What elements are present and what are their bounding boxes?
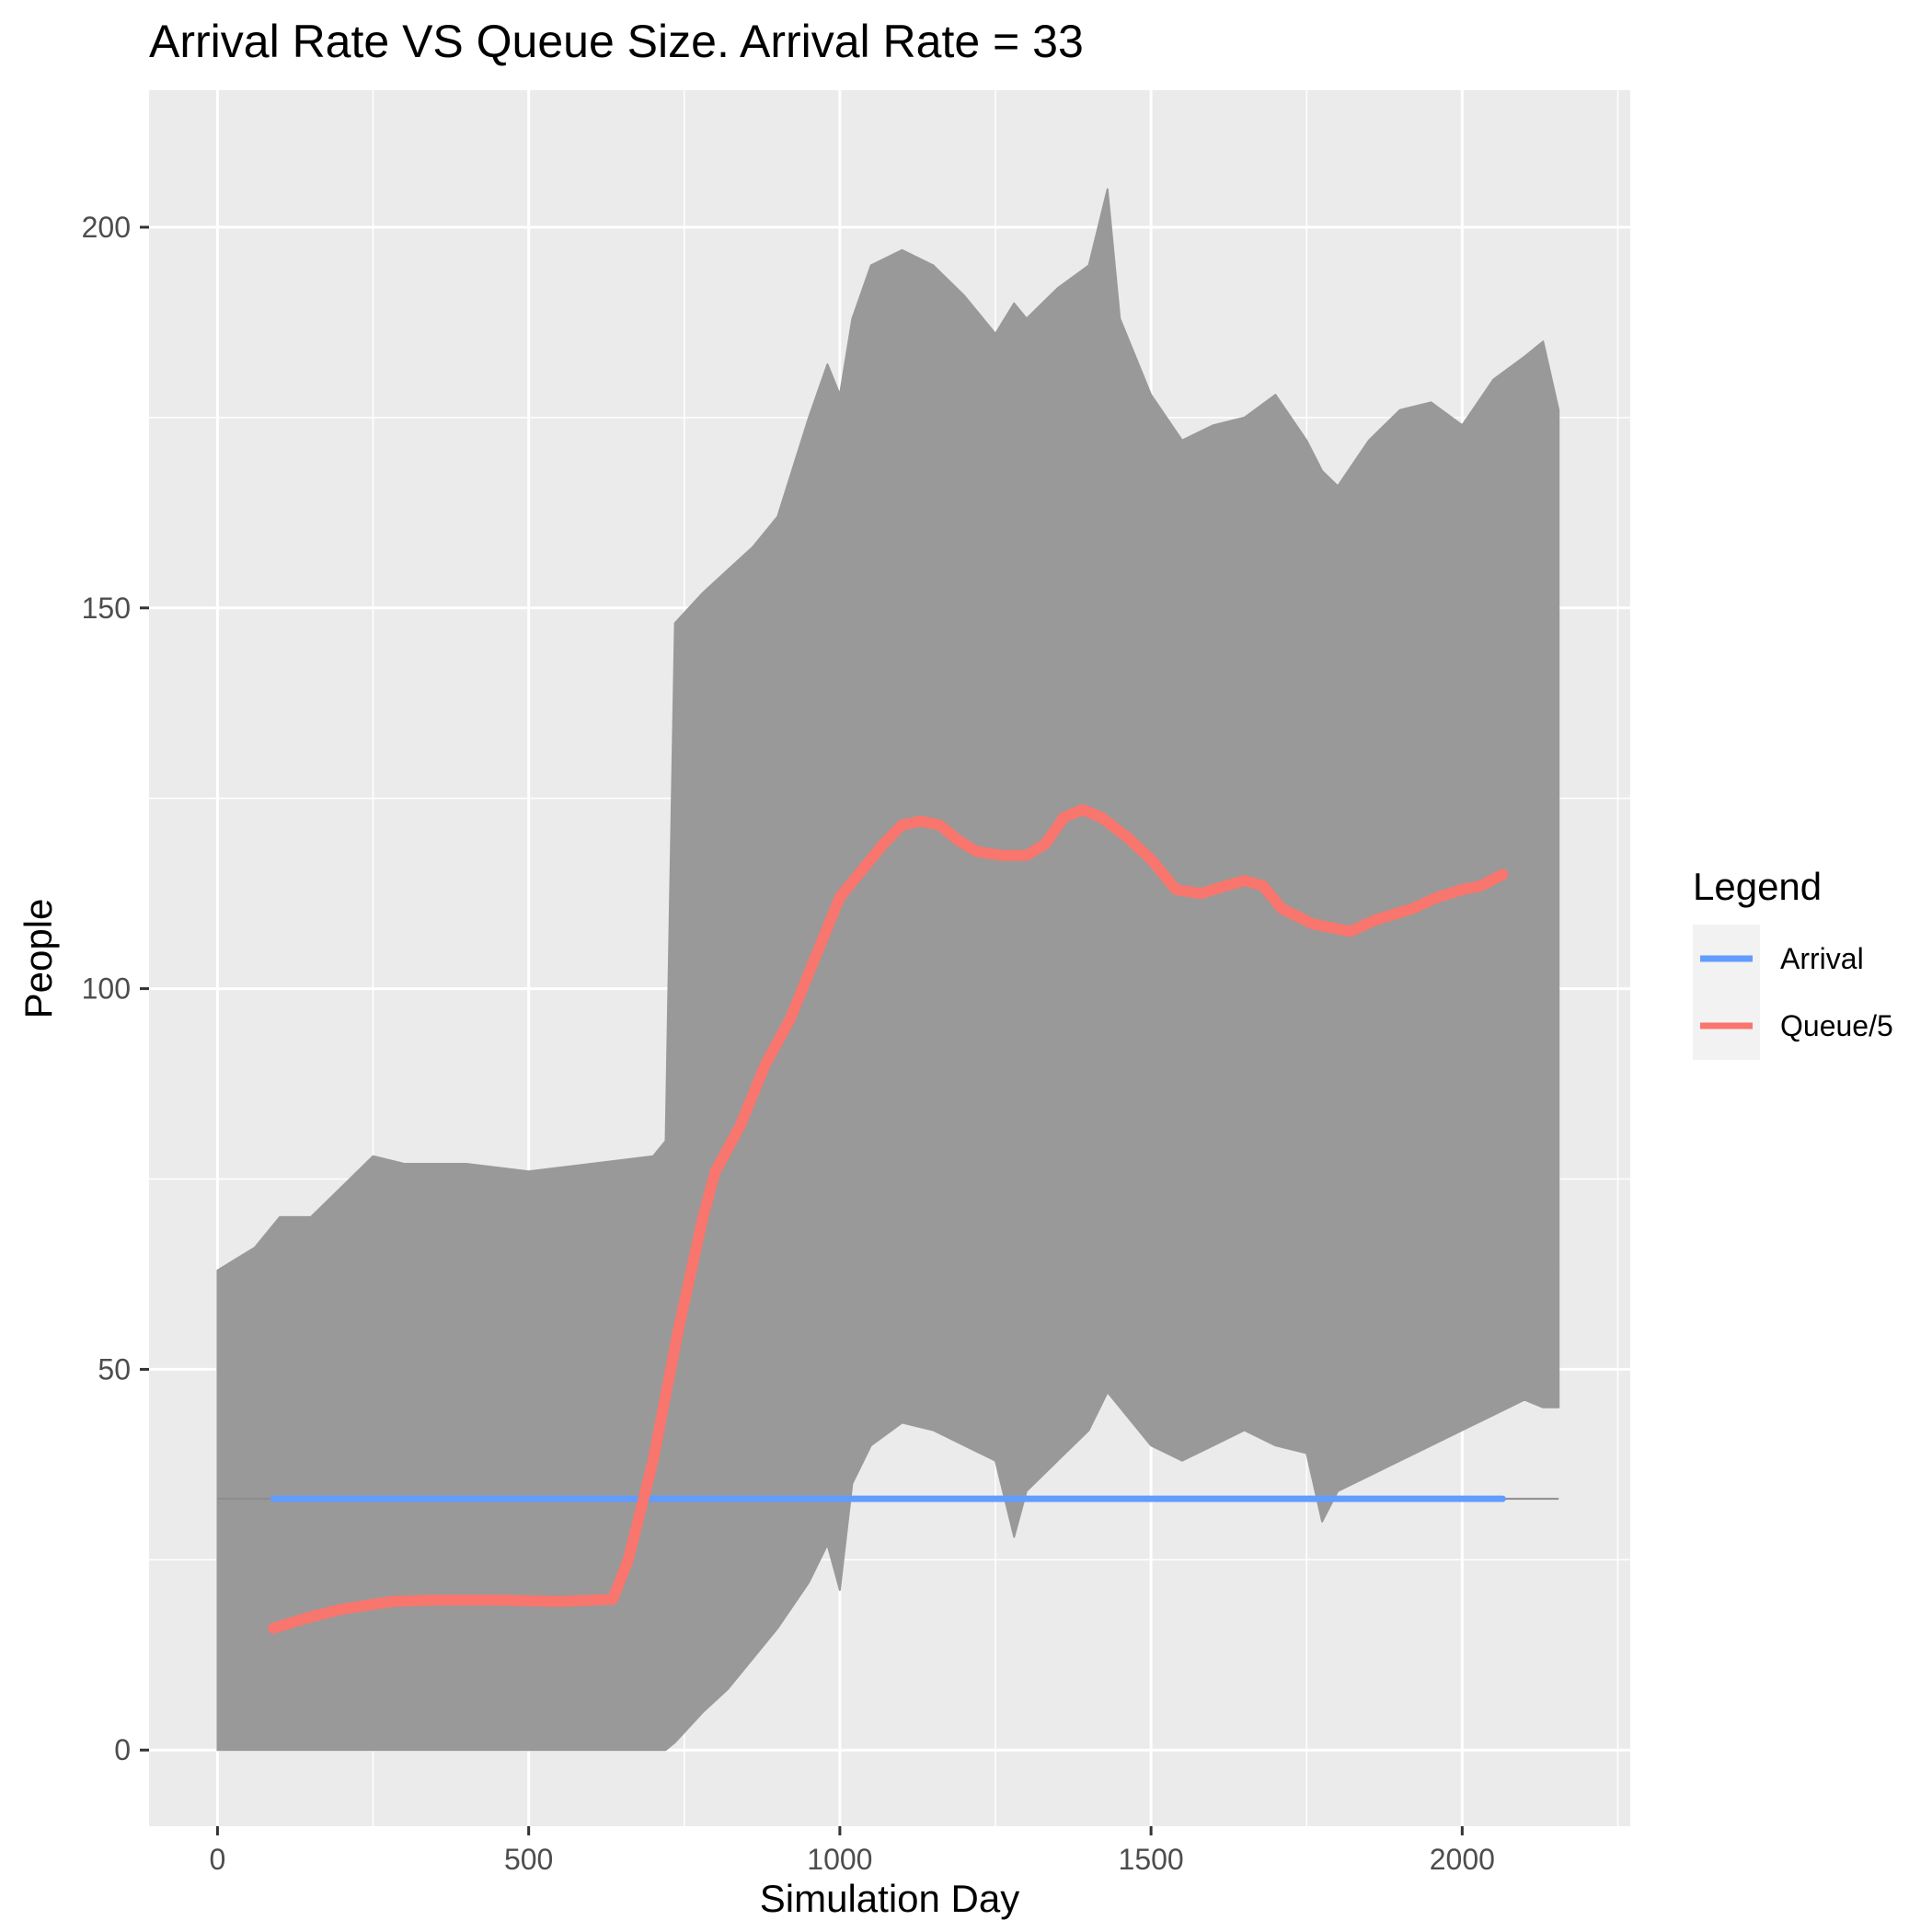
x-axis: 0 500 1000 1500 2000: [210, 1826, 1495, 1876]
chart-title: Arrival Rate VS Queue Size. Arrival Rate…: [149, 16, 1084, 67]
x-tick-label: 0: [210, 1843, 226, 1876]
y-tick-label: 200: [82, 211, 131, 244]
legend-title: Legend: [1693, 865, 1822, 908]
y-axis: 0 50 100 150 200: [82, 211, 149, 1766]
legend-label: Arrival: [1780, 942, 1864, 975]
legend: Legend Arrival Queue/5: [1693, 865, 1893, 1060]
series-line-queue-5: [268, 804, 1509, 1634]
legend-key-background: [1693, 925, 1760, 1060]
y-tick-label: 50: [98, 1352, 131, 1386]
y-axis-title: People: [17, 899, 60, 1019]
x-tick-label: 1500: [1119, 1843, 1184, 1876]
raw-band-area: [216, 188, 1560, 1752]
series-lines: [268, 804, 1509, 1634]
legend-label: Queue/5: [1780, 1009, 1893, 1042]
y-tick-label: 100: [82, 972, 131, 1006]
x-tick-label: 1000: [807, 1843, 872, 1876]
x-tick-label: 500: [504, 1843, 553, 1876]
y-tick-label: 150: [82, 592, 131, 625]
y-tick-label: 0: [114, 1733, 131, 1766]
x-axis-title: Simulation Day: [760, 1877, 1019, 1920]
x-tick-label: 2000: [1430, 1843, 1495, 1876]
